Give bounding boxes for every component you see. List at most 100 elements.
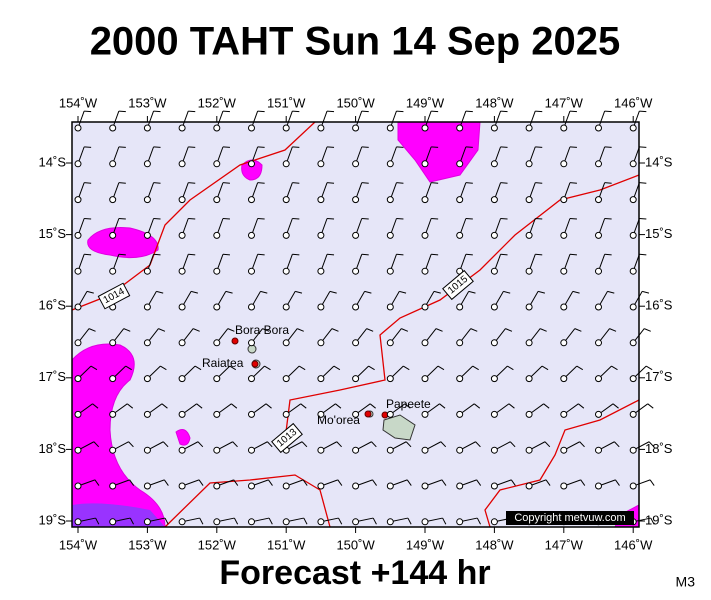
barb-feather — [580, 479, 586, 486]
barb-station — [386, 375, 394, 383]
barb-station — [213, 231, 221, 239]
barb-station — [213, 160, 221, 168]
barb-feather — [292, 253, 300, 256]
place-label: Mo'orea — [317, 413, 360, 427]
barb-station — [386, 267, 394, 275]
barb-feather — [268, 517, 273, 525]
lat-label-left: 19˚S — [39, 512, 67, 527]
barb-station — [143, 303, 151, 311]
axis-labels: 154˚W 154˚W 153˚W 153˚W 152˚W 152˚W 151˚W 151˚W… — [39, 95, 673, 552]
barb-feather — [118, 110, 126, 113]
barb-feather — [327, 110, 335, 113]
barb-feather — [292, 146, 300, 148]
barb-station — [352, 410, 360, 418]
barb-feather — [639, 182, 647, 184]
barb-station — [421, 446, 429, 454]
barb-feather — [535, 253, 543, 256]
barb-feather — [292, 182, 300, 184]
barb-feather — [468, 290, 476, 294]
barb-feather — [609, 328, 617, 332]
barb-feather — [199, 517, 204, 525]
title: 2000 TAHT Sun 14 Sep 2025 — [90, 20, 621, 64]
lat-label-right: 18˚S — [645, 441, 673, 456]
barb-feather — [604, 182, 612, 184]
barb-station — [490, 518, 498, 526]
barb-station — [178, 267, 186, 275]
barb-feather — [369, 403, 376, 409]
barb-station — [143, 231, 151, 239]
barb-station — [560, 375, 568, 383]
barb-station — [629, 482, 637, 490]
lon-label-top: 147˚W — [545, 95, 584, 110]
barb-feather — [475, 441, 481, 448]
barb-feather — [333, 365, 341, 371]
barb-feather — [433, 290, 441, 294]
barb-station — [525, 410, 533, 418]
barb-feather — [650, 517, 655, 525]
barb-station — [109, 267, 117, 275]
barb-station — [386, 446, 394, 454]
barb-station — [213, 267, 221, 275]
barb-feather — [465, 146, 473, 148]
barb-feather — [611, 365, 618, 371]
barb-feather — [295, 290, 303, 294]
barb-station — [143, 410, 151, 418]
barb-feather — [225, 290, 233, 294]
barb-feather — [401, 328, 409, 332]
barb-station — [282, 124, 290, 132]
lat-label-right: 16˚S — [645, 298, 673, 313]
barb-feather — [300, 403, 307, 409]
barb-station — [352, 518, 360, 526]
barb-feather — [128, 441, 134, 448]
barb-feather — [544, 441, 551, 448]
barb-station — [109, 124, 117, 132]
barb-feather — [361, 110, 369, 113]
lat-label-right: 14˚S — [645, 154, 673, 169]
barb-station — [386, 231, 394, 239]
barb-station — [109, 482, 117, 490]
lat-label-right: 19˚S — [645, 512, 673, 527]
barb-station — [109, 339, 117, 347]
barb-station — [560, 231, 568, 239]
barb-station — [629, 339, 637, 347]
barb-station — [282, 160, 290, 168]
barb-station — [352, 267, 360, 275]
barb-feather — [396, 182, 404, 184]
barb-station — [213, 446, 221, 454]
barb-feather — [232, 441, 238, 448]
barb-station — [317, 518, 325, 526]
barb-feather — [437, 365, 445, 371]
barb-feather — [188, 146, 196, 148]
barb-feather — [607, 290, 615, 294]
barb-feather — [163, 479, 169, 486]
barb-feather — [222, 110, 230, 113]
barb-station — [490, 482, 498, 490]
lon-label-bottom: 150˚W — [336, 537, 375, 552]
barb-station — [282, 196, 290, 204]
barb-feather — [604, 217, 612, 220]
barb-station — [282, 482, 290, 490]
barb-feather — [153, 110, 161, 113]
barb-feather — [196, 403, 203, 409]
barb-station — [282, 410, 290, 418]
barb-feather — [368, 365, 375, 371]
barb-feather — [473, 403, 481, 409]
barb-feather — [396, 110, 404, 113]
barb-feather — [407, 517, 412, 525]
barb-feather — [222, 146, 230, 148]
barb-station — [421, 375, 429, 383]
barb-station — [352, 303, 360, 311]
barb-feather — [604, 253, 612, 256]
barb-station — [352, 482, 360, 490]
barb-feather — [612, 403, 619, 409]
barb-station — [386, 518, 394, 526]
barb-feather — [431, 110, 439, 113]
barb-station — [560, 482, 568, 490]
barb-feather — [192, 328, 200, 332]
lon-label-bottom: 153˚W — [128, 537, 167, 552]
barb-station — [74, 124, 82, 132]
barb-station — [560, 160, 568, 168]
barb-station — [317, 124, 325, 132]
barb-feather — [543, 403, 550, 409]
barb-feather — [257, 182, 265, 184]
